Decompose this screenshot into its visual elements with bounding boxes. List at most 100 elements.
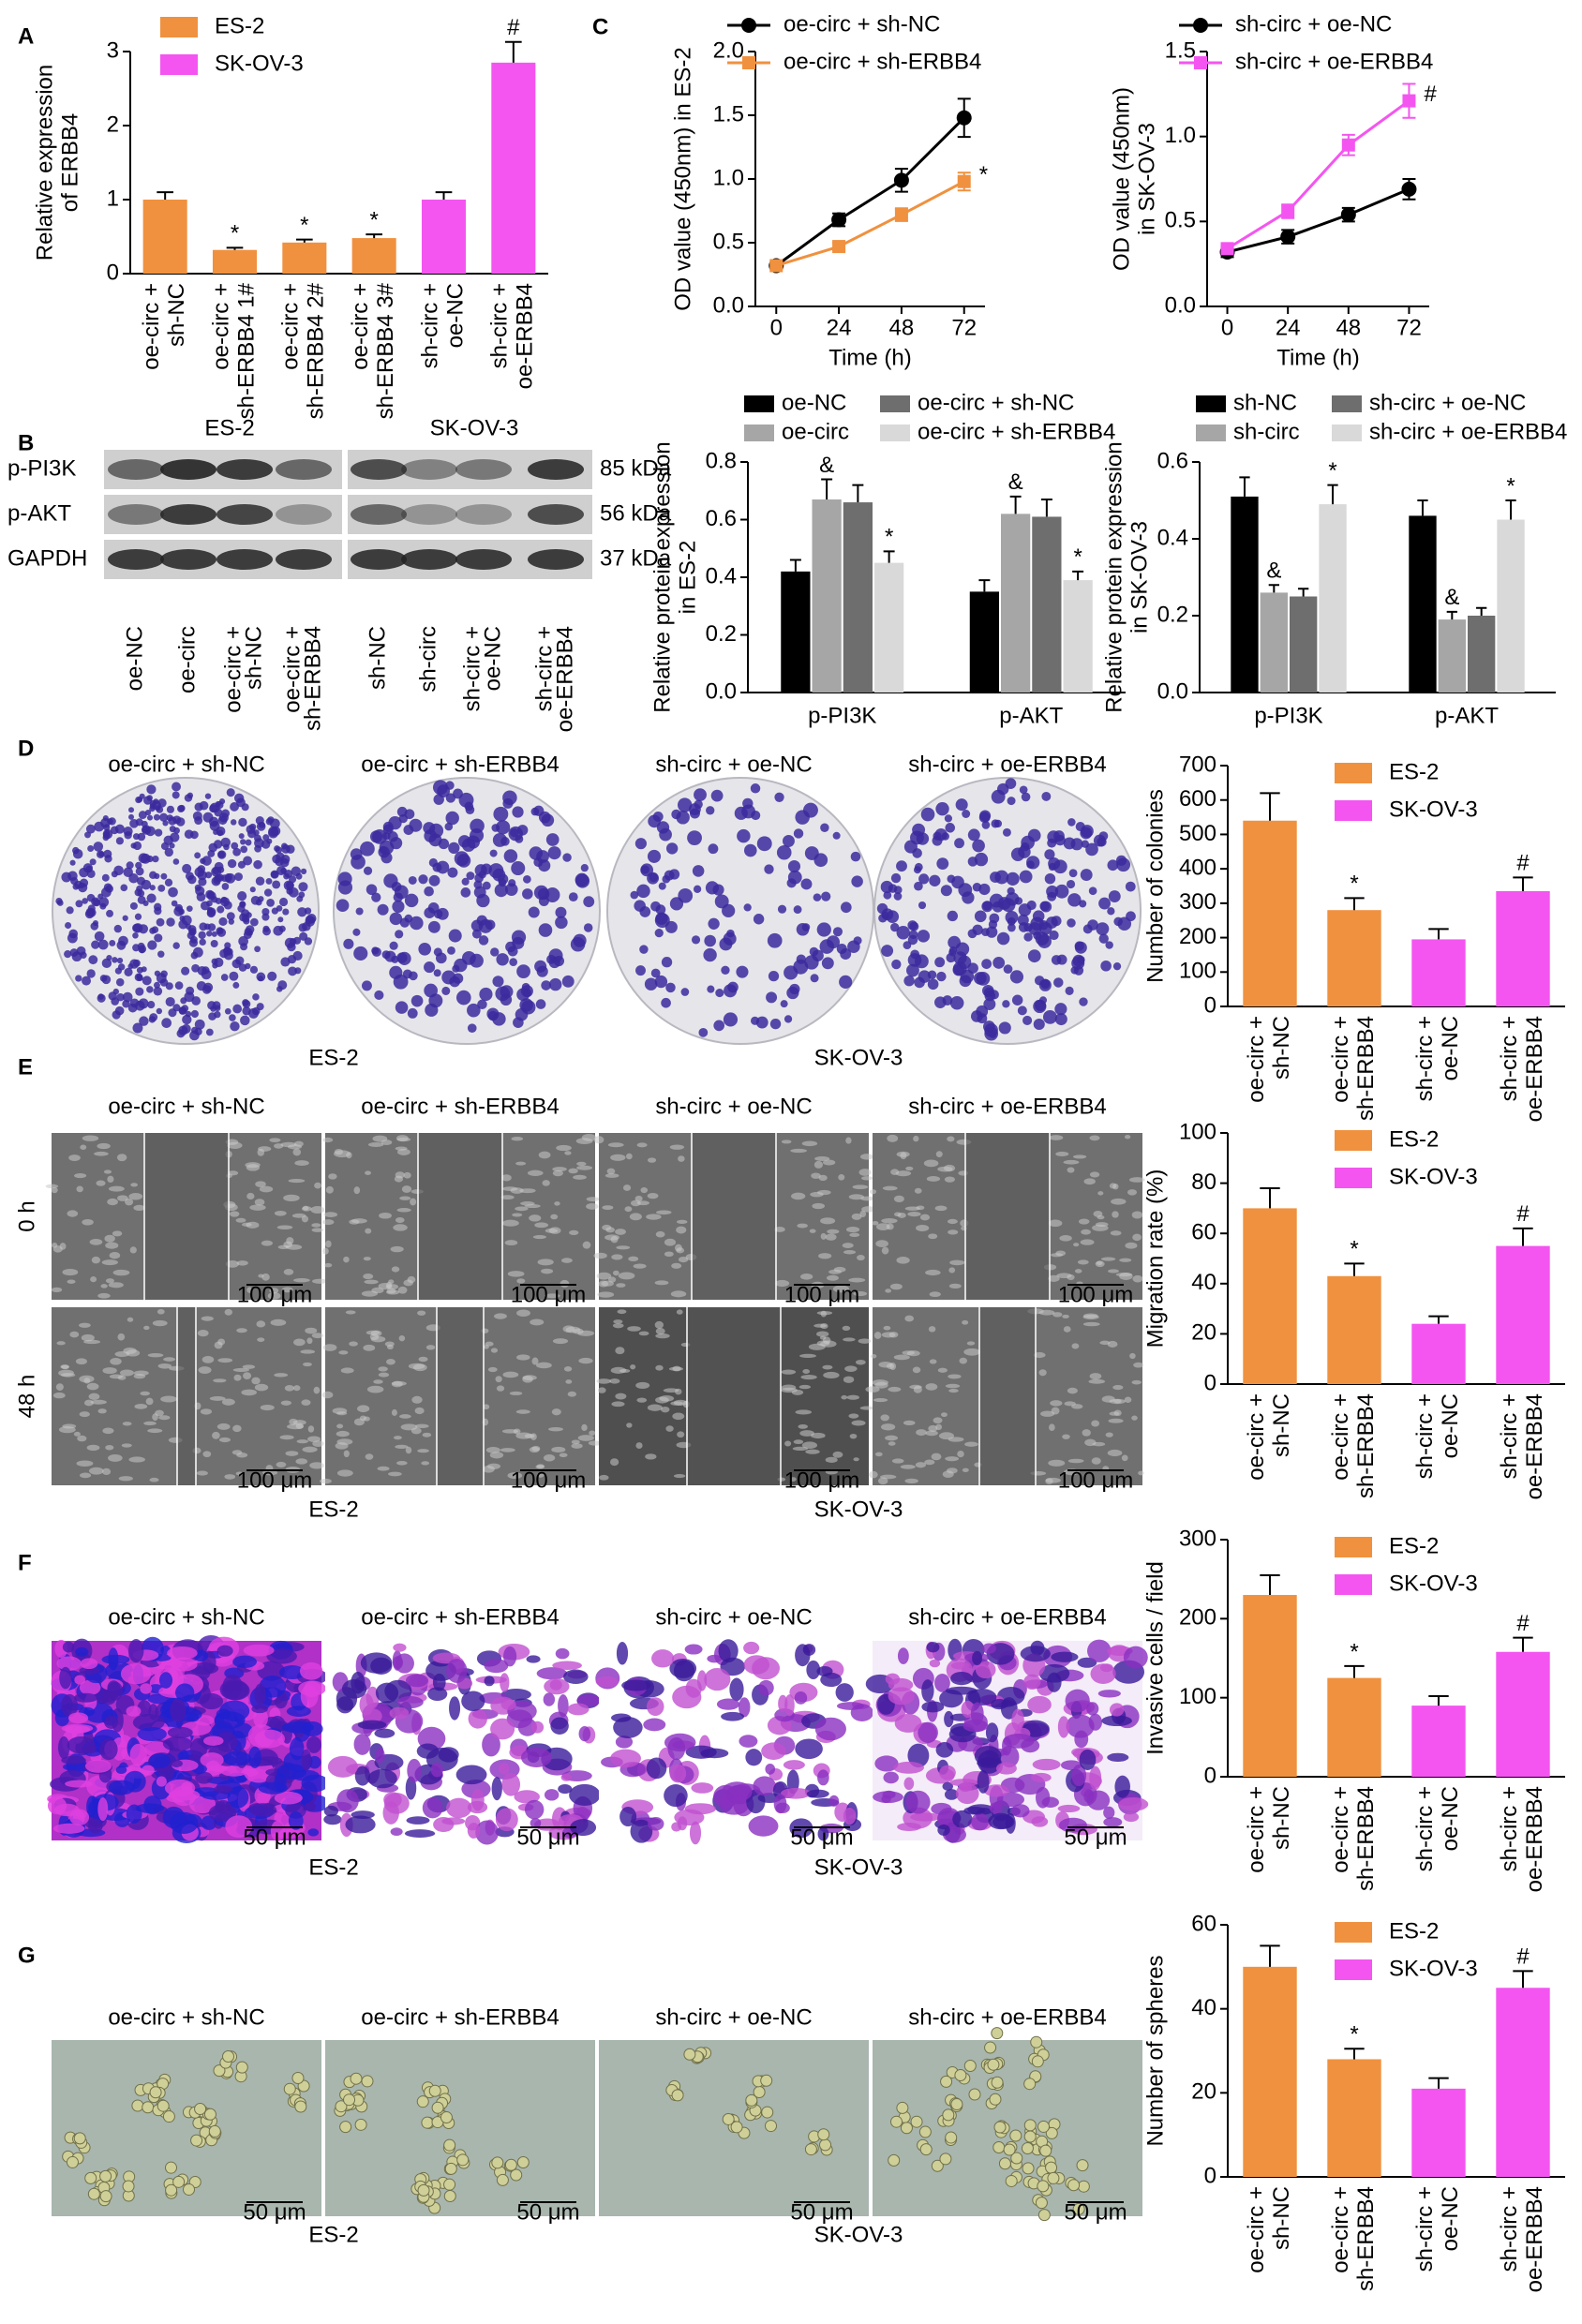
colony bbox=[372, 947, 381, 957]
colony bbox=[476, 894, 489, 907]
cell-texture bbox=[677, 1309, 683, 1314]
cell-texture bbox=[1127, 1189, 1137, 1196]
significance-mark: & bbox=[819, 453, 834, 478]
cell-texture bbox=[1062, 1434, 1070, 1438]
colony bbox=[245, 963, 250, 969]
colony bbox=[934, 957, 945, 967]
legend-label: sh-circ + oe-NC bbox=[1369, 390, 1526, 415]
colony bbox=[989, 920, 997, 929]
colony bbox=[833, 927, 843, 936]
colony bbox=[941, 885, 952, 896]
sphere-cell bbox=[223, 2050, 234, 2062]
cell-texture bbox=[505, 1240, 518, 1245]
cell-texture bbox=[1097, 1261, 1103, 1265]
cell-texture bbox=[233, 1375, 241, 1381]
image-header: sh-circ + oe-NC bbox=[655, 1094, 812, 1119]
cell-texture bbox=[945, 1456, 959, 1461]
colony bbox=[97, 994, 106, 1003]
colony bbox=[352, 929, 360, 936]
colony bbox=[187, 875, 197, 885]
colony bbox=[270, 818, 280, 828]
colony bbox=[285, 938, 295, 948]
colony bbox=[891, 960, 901, 969]
stained-cell bbox=[107, 1680, 120, 1695]
cell-texture bbox=[338, 1350, 348, 1354]
y-axis-label: Relative protein expression bbox=[649, 441, 675, 713]
cell-texture bbox=[618, 1309, 627, 1314]
colony bbox=[205, 793, 211, 798]
colony bbox=[921, 808, 935, 822]
stained-cell bbox=[254, 1684, 265, 1706]
cell-texture bbox=[596, 1378, 611, 1384]
cell-texture bbox=[1099, 1341, 1110, 1345]
stained-cell bbox=[669, 1765, 686, 1783]
colony bbox=[141, 854, 151, 864]
cell-texture bbox=[949, 1284, 962, 1289]
blot-band bbox=[108, 459, 164, 480]
cell-texture bbox=[887, 1363, 894, 1369]
colony bbox=[238, 861, 246, 869]
x-tick-label: oe-circ + bbox=[1244, 1016, 1269, 1103]
colony bbox=[788, 860, 800, 872]
significance-mark: * bbox=[1350, 2022, 1358, 2048]
bar bbox=[352, 238, 396, 274]
stained-cell bbox=[843, 1808, 856, 1825]
colony bbox=[555, 916, 568, 930]
bar bbox=[781, 572, 810, 693]
colony bbox=[1053, 830, 1065, 842]
colony bbox=[128, 814, 134, 820]
stained-cell bbox=[360, 1693, 374, 1715]
cell-texture bbox=[560, 1452, 568, 1457]
cell-texture bbox=[143, 1326, 149, 1330]
cell-texture bbox=[827, 1275, 839, 1281]
bar bbox=[422, 200, 466, 274]
cell-texture bbox=[392, 1381, 407, 1386]
colony bbox=[1126, 882, 1136, 892]
cell-texture bbox=[353, 1186, 360, 1194]
stained-cell bbox=[903, 1777, 914, 1790]
colony bbox=[441, 987, 450, 995]
legend-label: ES-2 bbox=[1389, 1533, 1439, 1558]
sphere-cell bbox=[1038, 2210, 1050, 2221]
colony bbox=[97, 894, 103, 900]
cell-texture bbox=[127, 1318, 134, 1322]
cell-texture bbox=[82, 1219, 93, 1226]
colony bbox=[840, 948, 851, 960]
cell-texture bbox=[826, 1234, 837, 1241]
colony bbox=[711, 790, 724, 802]
cell-texture bbox=[869, 1471, 878, 1479]
cell-texture bbox=[230, 1211, 240, 1216]
x-tick-label: 48 bbox=[889, 315, 915, 340]
cell-texture bbox=[397, 1208, 411, 1212]
cell-texture bbox=[314, 1183, 321, 1189]
colony bbox=[453, 788, 463, 798]
cell-texture bbox=[76, 1185, 82, 1192]
cell-texture bbox=[671, 1263, 681, 1269]
error-bar bbox=[1260, 1575, 1279, 1595]
point bbox=[1401, 182, 1416, 197]
colony bbox=[234, 872, 243, 881]
colony bbox=[813, 893, 822, 901]
colony bbox=[490, 850, 498, 857]
cell-texture bbox=[346, 1310, 356, 1314]
legend-label: sh-circ + oe-ERBB4 bbox=[1235, 49, 1433, 74]
colony bbox=[956, 798, 968, 811]
colony bbox=[122, 1000, 129, 1007]
cell-texture bbox=[87, 1383, 99, 1391]
y-tick-label: 20 bbox=[1191, 2079, 1216, 2105]
stained-cell bbox=[149, 1753, 171, 1768]
cell-texture bbox=[962, 1320, 968, 1325]
cell-texture bbox=[569, 1230, 578, 1235]
colony bbox=[240, 943, 247, 950]
x-tick-label: sh-ERBB4 bbox=[1353, 1016, 1379, 1121]
colony bbox=[142, 966, 147, 972]
error-bar bbox=[1417, 500, 1427, 515]
stained-cell bbox=[468, 1823, 481, 1839]
cell-texture bbox=[818, 1253, 831, 1259]
image-header: sh-circ + oe-ERBB4 bbox=[908, 752, 1106, 777]
colony bbox=[477, 1000, 486, 1009]
cell-texture bbox=[904, 1479, 918, 1483]
colony bbox=[1089, 886, 1097, 895]
colony bbox=[1003, 828, 1011, 837]
time-label: 48 h bbox=[14, 1375, 39, 1419]
